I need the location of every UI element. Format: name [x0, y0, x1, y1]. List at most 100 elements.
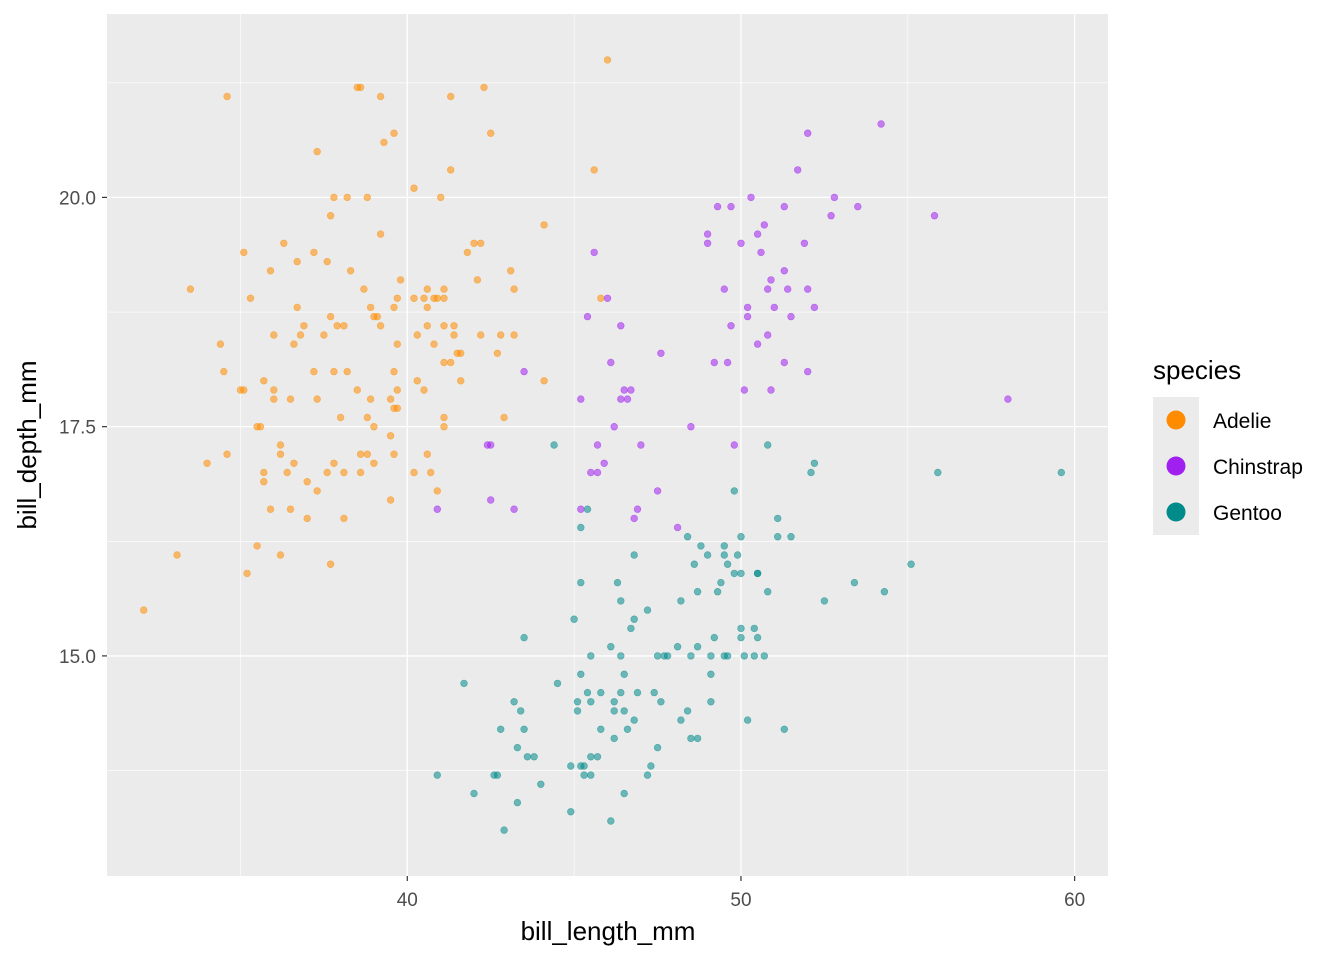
- data-point: [487, 496, 495, 504]
- data-point: [246, 294, 255, 302]
- data-point: [577, 523, 585, 532]
- data-point: [450, 331, 458, 339]
- data-point: [313, 147, 321, 156]
- data-point: [500, 413, 508, 422]
- data-point: [630, 716, 638, 724]
- data-point: [376, 92, 385, 101]
- data-point: [683, 707, 692, 715]
- data-point: [753, 230, 762, 238]
- data-point: [800, 239, 809, 248]
- data-point: [620, 386, 628, 394]
- data-point: [343, 193, 351, 202]
- data-point: [333, 322, 341, 330]
- data-point: [737, 569, 745, 578]
- data-point: [540, 221, 548, 229]
- data-point: [907, 560, 915, 568]
- data-point: [687, 423, 695, 431]
- data-point: [510, 505, 518, 513]
- data-point: [653, 743, 662, 752]
- data-point: [493, 771, 502, 779]
- x-tick-label: 40: [397, 890, 418, 911]
- data-point: [630, 514, 638, 523]
- data-point: [590, 248, 598, 257]
- data-point: [520, 367, 528, 376]
- data-point: [413, 377, 421, 385]
- data-point: [270, 331, 278, 339]
- data-point: [223, 92, 231, 101]
- data-point: [737, 633, 745, 642]
- data-point: [657, 349, 665, 357]
- data-point: [770, 303, 778, 312]
- data-point: [810, 303, 819, 312]
- data-point: [356, 468, 365, 477]
- data-point: [266, 267, 275, 275]
- data-point: [657, 698, 665, 706]
- data-point: [457, 377, 465, 385]
- legend-label-adelie: Adelie: [1213, 410, 1271, 433]
- data-point: [493, 349, 502, 357]
- data-point: [390, 303, 398, 312]
- data-point: [603, 294, 612, 302]
- data-point: [647, 762, 655, 770]
- data-point: [423, 322, 431, 330]
- series-chinstrap: [433, 120, 1012, 532]
- data-point: [750, 624, 758, 633]
- data-point: [720, 551, 728, 559]
- data-point: [763, 285, 772, 293]
- data-point: [587, 771, 595, 779]
- data-point: [186, 285, 195, 293]
- data-point: [370, 423, 378, 431]
- data-point: [643, 771, 652, 779]
- data-point: [393, 404, 401, 412]
- data-point: [623, 725, 632, 733]
- data-point: [420, 294, 428, 302]
- data-point: [703, 239, 712, 248]
- data-point: [610, 734, 618, 743]
- data-point: [637, 441, 645, 449]
- data-point: [513, 743, 522, 752]
- data-point: [620, 789, 628, 798]
- data-point: [763, 331, 772, 339]
- data-point: [827, 212, 835, 220]
- data-point: [323, 468, 331, 477]
- data-point: [260, 377, 268, 385]
- data-point: [617, 322, 625, 330]
- data-point: [693, 734, 702, 743]
- data-point: [677, 597, 685, 605]
- data-point: [620, 670, 628, 678]
- data-point: [243, 569, 251, 578]
- data-point: [440, 294, 448, 302]
- data-point: [140, 606, 148, 614]
- grid-lines: [107, 14, 1108, 876]
- data-point: [633, 505, 642, 513]
- data-point: [326, 212, 335, 220]
- data-point: [787, 532, 795, 541]
- data-point: [710, 633, 718, 642]
- data-point: [450, 322, 458, 330]
- data-point: [593, 441, 602, 449]
- data-point: [830, 193, 839, 202]
- data-point: [370, 459, 378, 467]
- data-point: [727, 202, 735, 211]
- data-point: [934, 468, 942, 477]
- data-point: [713, 202, 722, 211]
- data-point: [487, 129, 495, 137]
- data-point: [336, 413, 345, 422]
- data-point: [460, 679, 468, 688]
- data-point: [587, 753, 595, 761]
- data-point: [537, 780, 545, 788]
- data-point: [366, 395, 375, 403]
- data-point: [303, 514, 311, 523]
- data-point: [733, 551, 742, 559]
- data-point: [413, 331, 421, 339]
- data-point: [620, 707, 628, 715]
- data-point: [520, 633, 528, 642]
- data-point: [286, 505, 295, 513]
- data-point: [723, 652, 732, 660]
- data-point: [253, 542, 261, 550]
- data-point: [457, 349, 465, 357]
- data-point: [593, 468, 602, 477]
- data-point: [607, 358, 615, 367]
- data-point: [477, 331, 485, 339]
- data-point: [427, 468, 435, 477]
